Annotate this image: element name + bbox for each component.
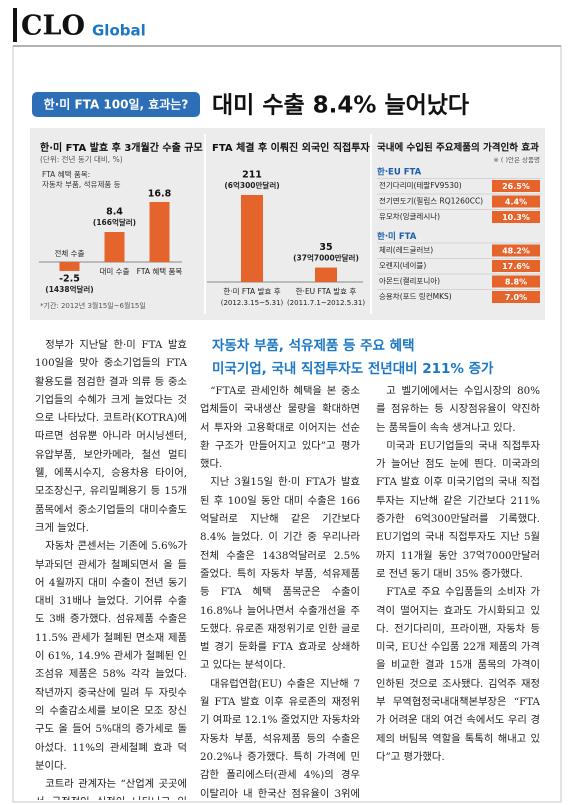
headline: 대미 수출 8.4% 늘어났다 [212, 93, 469, 119]
value-label: 4.4% [505, 198, 527, 207]
bar [241, 195, 263, 282]
column: 정부가 지난달 한·미 FTA 발효 100일을 맞아 중소기업들의 FTA 활… [35, 336, 187, 800]
item-label: 유모차(잉글레시나) [379, 211, 440, 221]
category-label: 전체 수출 [55, 248, 85, 258]
period-label: (2011.7.1~2012.5.31) [287, 299, 365, 307]
group-name: 한·미 FTA [377, 231, 417, 242]
value-label: 211 [242, 170, 262, 181]
item-label: 전기다리미(테팔FV9530) [379, 180, 462, 190]
footnote: *기간: 2012년 3월15일~6월15일 [40, 301, 146, 310]
paragraph: 미국과 EU기업들의 국내 직접투자가 늘어난 점도 눈에 띈다. 미국과의 F… [376, 439, 540, 580]
chart-unit: (단위: 전년 동기 대비, %) [40, 154, 123, 164]
value-note: (166억달러) [93, 217, 136, 227]
chart-title: 국내에 수입된 주요제품의 가격인하 효과 [377, 142, 539, 154]
value-box [492, 275, 540, 288]
value-label: -2.5 [59, 273, 80, 284]
paragraph: 지난 3월15일 한·미 FTA가 발효된 후 100일 동안 대미 수출은 1… [200, 476, 360, 672]
paragraph: 대유럽연합(EU) 수출은 지난해 7월 FTA 발효 이후 유로존의 재정위기… [200, 677, 360, 800]
value-box [492, 260, 540, 272]
chart-panel [30, 128, 545, 320]
period-label: (2012.3.15~5.31) [221, 299, 284, 307]
paragraph: 자동차 콘센서는 기존에 5.6%가 부과되던 관세가 철폐되면서 올 들어 4… [35, 540, 187, 772]
bar [59, 262, 80, 271]
value-label: 10.3% [502, 213, 530, 222]
paragraph: 코트라 관계자는 “산업계 곳곳에서 긍정적인 실적이 나타나고 있다”며 [35, 778, 187, 800]
paragraph: “FTA로 관세인하 혜택을 본 중소업체들이 국내생산 물량을 확대하면서 투… [200, 385, 360, 471]
value-box [492, 180, 540, 192]
kicker: 한·미 FTA 100일, 효과는? [44, 97, 189, 112]
category-label: 대미 수출 [100, 266, 130, 276]
logo-bar [13, 8, 17, 42]
item-label: 전기면도기(필립스 RQ1260CC) [379, 196, 483, 206]
group-name: 한·EU FTA [377, 167, 422, 178]
chart-note: ※ ( )안은 상품명 [493, 155, 540, 164]
value-box [492, 211, 540, 223]
category-label: 한·EU FTA 발효 후 [296, 287, 357, 296]
bar [315, 267, 337, 282]
column: 고 벨기에에서는 수입시장의 80%를 점유하는 등 시장점유율이 약진하는 품… [376, 382, 540, 800]
chart-annotation: 자동차 부품, 석유제품 등 [42, 179, 121, 189]
value-note: (1438억달러) [45, 284, 93, 294]
paragraph: 고 벨기에에서는 수입시장의 80%를 점유하는 등 시장점유율이 약진하는 품… [376, 385, 540, 434]
chart-title: 한·미 FTA 발효 후 3개월간 수출 규모 [40, 141, 203, 154]
value-label: 7.0% [505, 293, 527, 302]
value-label: 48.2% [502, 247, 530, 256]
category-label: FTA 혜택 품목 [137, 266, 183, 276]
subhead: 자동차 부품, 석유제품 등 주요 혜택 [212, 337, 415, 354]
value-note: (37억7000만달러) [293, 253, 359, 263]
category-label: 한·미 FTA 발효 후 [223, 287, 280, 296]
value-label: 16.8 [148, 189, 172, 200]
section-name: Global [92, 22, 146, 40]
kicker-box [32, 92, 200, 117]
value-label: 35 [319, 242, 332, 253]
value-box [492, 291, 540, 303]
chart-annotation: FTA 혜택 품목: [42, 169, 90, 179]
logo: CLO [21, 11, 85, 42]
item-label: 아몬드(캘리포니아) [379, 276, 440, 286]
value-label: 8.4 [106, 207, 123, 218]
bar [149, 202, 170, 262]
column: “FTA로 관세인하 혜택을 본 중소업체들이 국내생산 물량을 확대하면서 투… [200, 382, 360, 800]
bar [104, 232, 125, 262]
subhead: 미국기업, 국내 직접투자도 전년대비 211% 증가 [212, 360, 494, 377]
value-label: 8.8% [505, 278, 527, 287]
item-label: 오렌지(네이블) [379, 260, 426, 270]
chart-title: FTA 체결 후 이뤄진 외국인 직접투자 [212, 141, 370, 154]
value-note: (6억300만달러) [224, 180, 279, 190]
value-label: 17.6% [502, 262, 530, 271]
item-label: 승용차(포드 링컨MKS) [379, 291, 452, 301]
value-label: 26.5% [502, 182, 530, 191]
value-box [492, 244, 540, 257]
item-label: 체리(레드글러브) [379, 245, 433, 255]
value-box [492, 195, 540, 208]
paragraph: FTA로 주요 수입품들의 소비자 가격이 떨어지는 효과도 가시화되고 있다.… [376, 586, 540, 763]
paragraph: 정부가 지난달 한·미 FTA 발효 100일을 맞아 중소기업들의 FTA 활… [35, 339, 187, 534]
